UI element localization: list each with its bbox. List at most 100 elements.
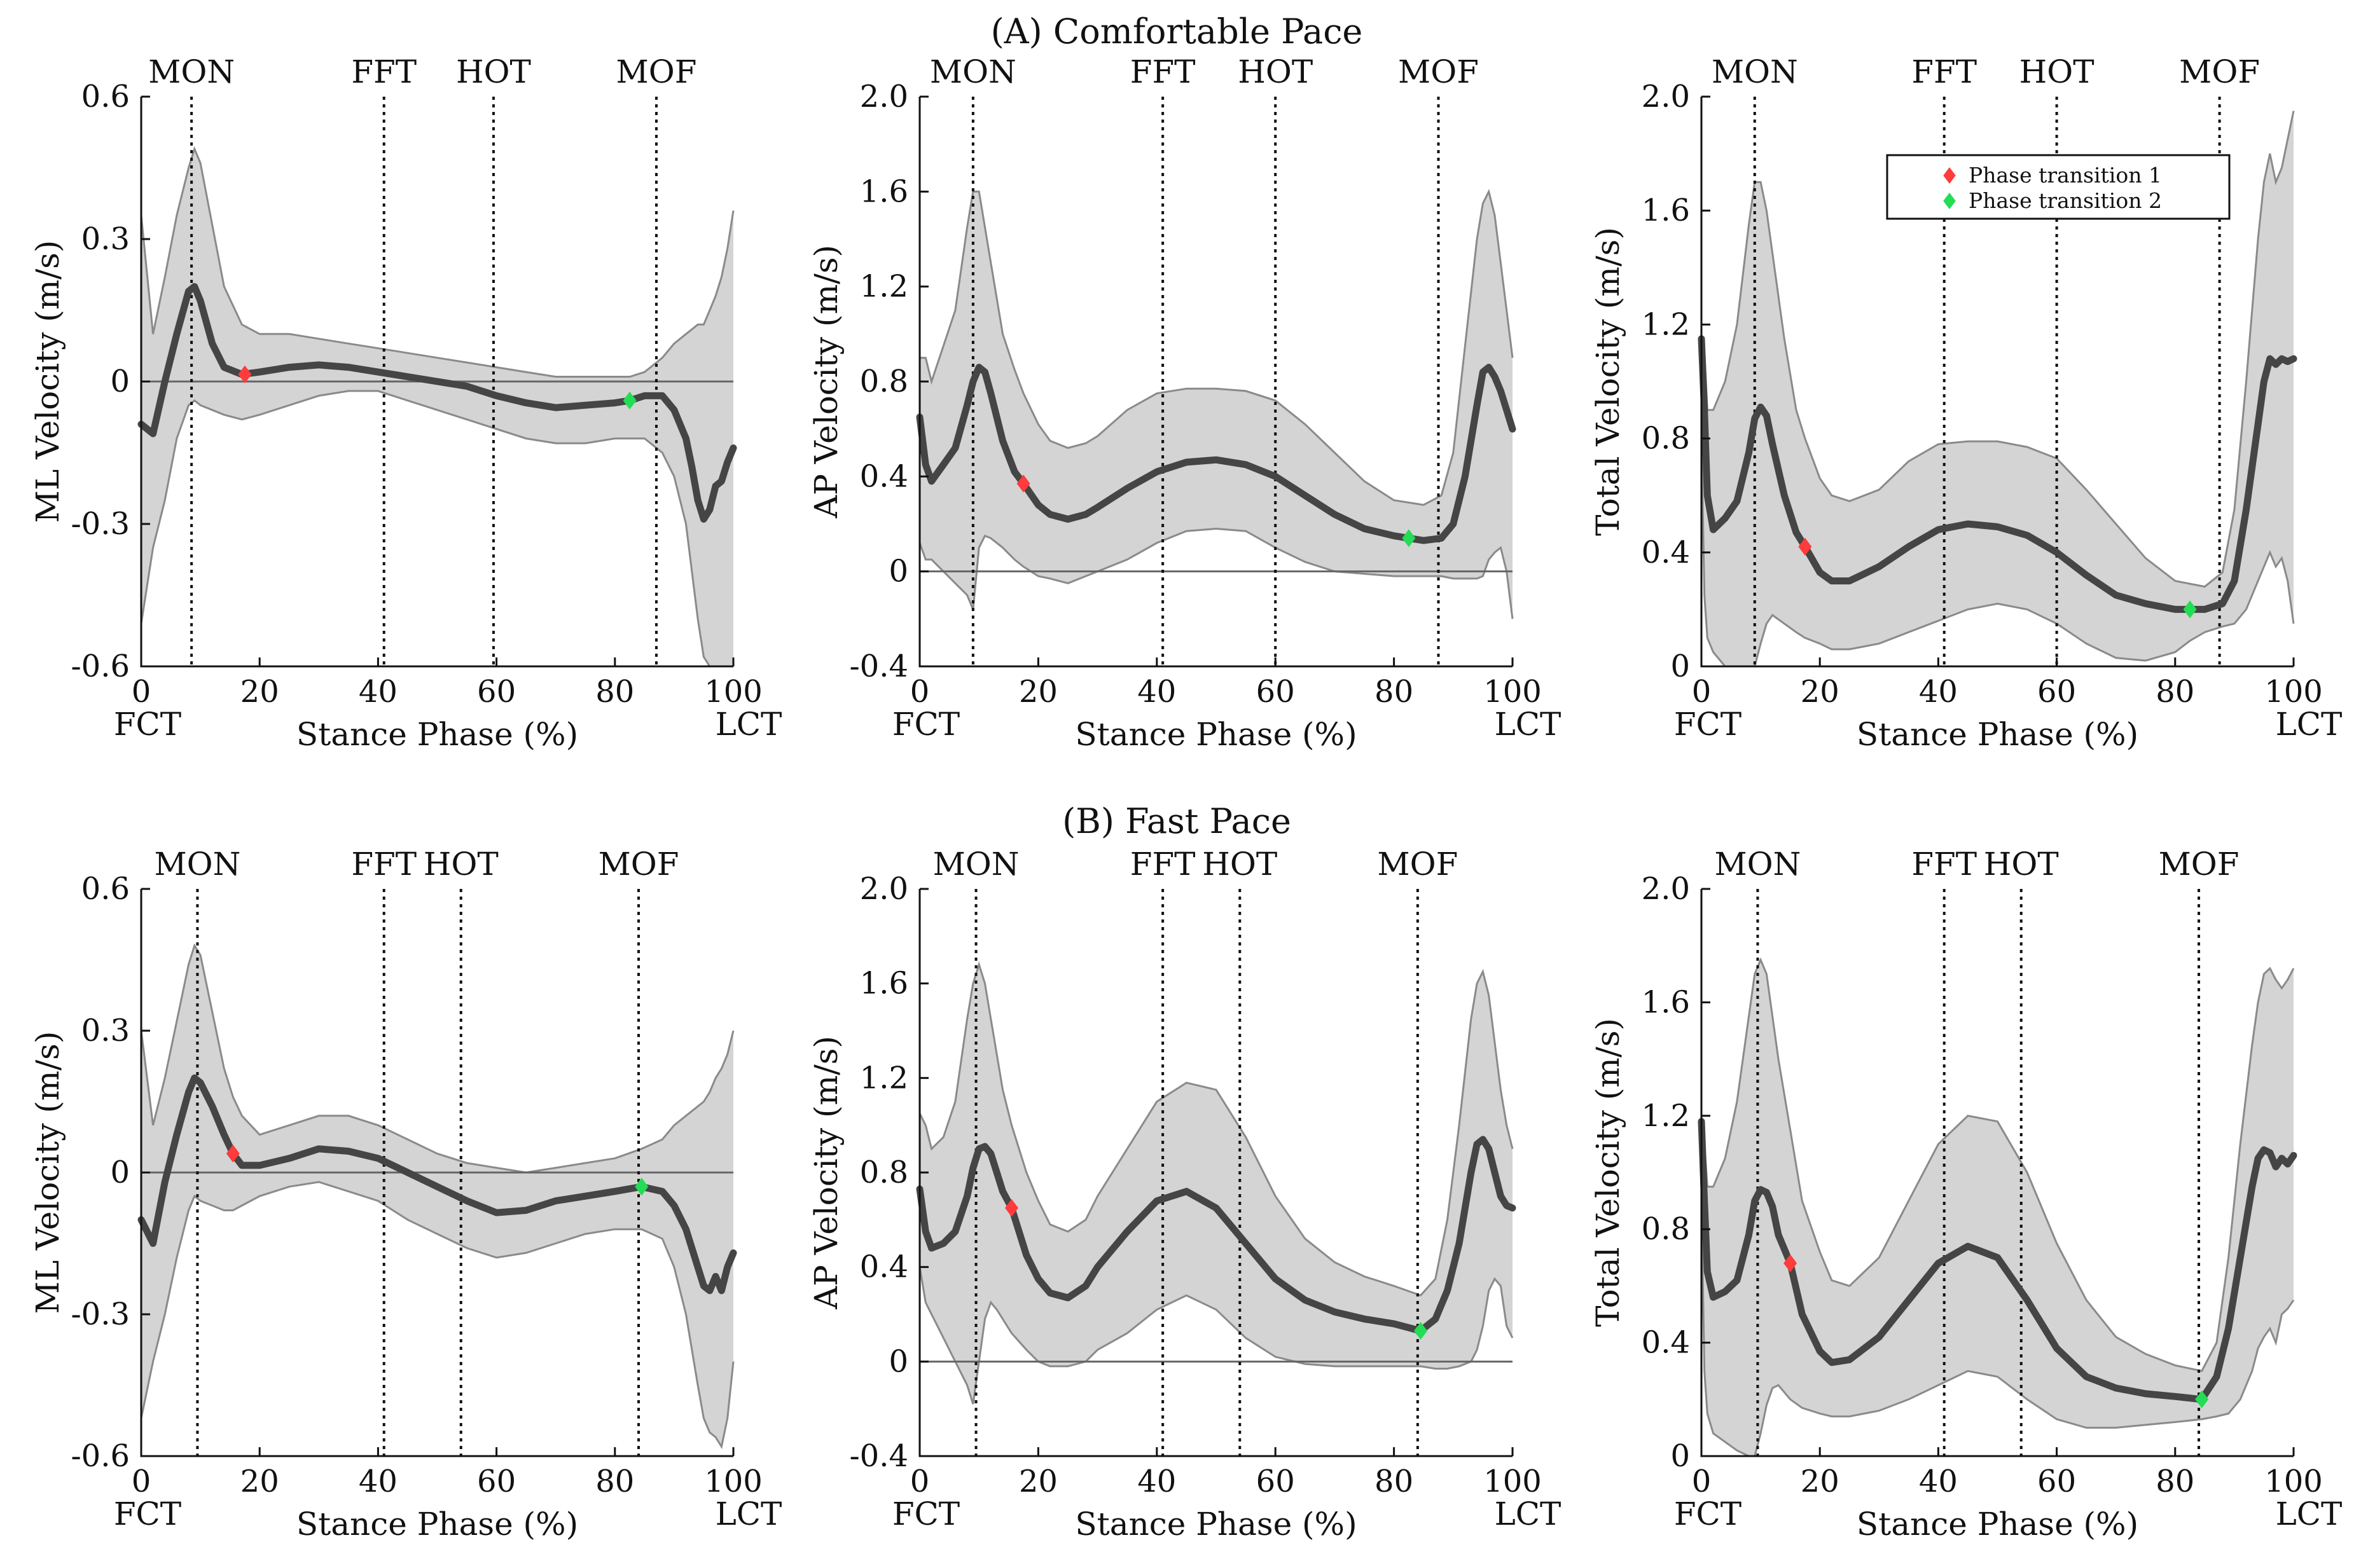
y-tick-label: 1.6	[860, 174, 908, 209]
event-label-mof: MOF	[1398, 53, 1479, 90]
y-tick-label: 0.8	[860, 1155, 908, 1190]
x-tick-label: 100	[2264, 674, 2323, 710]
x-endpoint-label-fct: FCT	[1674, 706, 1741, 743]
y-tick-label: 1.6	[1642, 984, 1690, 1020]
phase-transition-2-marker	[2183, 600, 2197, 619]
x-endpoint-label-fct: FCT	[892, 1496, 960, 1532]
event-label-hot: HOT	[2019, 53, 2094, 90]
x-tick-label: 60	[1256, 674, 1295, 710]
y-tick-label: 1.6	[860, 966, 908, 1001]
x-tick-label: 0	[132, 1464, 151, 1499]
x-tick-label: 40	[1137, 674, 1176, 710]
x-tick-label: 40	[359, 674, 398, 710]
mean-velocity-line	[1698, 1118, 2297, 1403]
x-tick-label: 60	[2037, 1464, 2076, 1499]
x-endpoint-label-lct: LCT	[1495, 1496, 1561, 1532]
phase-transition-2-marker	[623, 391, 637, 409]
x-tick-label: 100	[1483, 1464, 1542, 1499]
x-tick-label: 100	[1483, 674, 1542, 710]
y-tick-label: 0	[1670, 649, 1690, 684]
x-tick-label: 80	[2156, 1464, 2194, 1499]
legend-marker-1	[1943, 167, 1956, 184]
y-tick-label: 0	[110, 1155, 130, 1190]
y-tick-label: 0.6	[81, 871, 130, 907]
x-tick-label: 20	[240, 674, 279, 710]
x-axis-label: Stance Phase (%)	[296, 716, 578, 753]
event-label-mon: MON	[1712, 53, 1798, 90]
std-band-area	[1701, 959, 2294, 1456]
y-tick-label: 1.2	[1642, 1098, 1690, 1134]
phase-transition-2-marker	[635, 1178, 649, 1196]
chart-4: MON FFT HOT MOF 0 20 40 60 80 100 -0.6 -0.3 0 0.3 0.6 F…	[29, 846, 782, 1543]
lower-bound-line	[918, 1267, 1514, 1405]
y-tick-label: 1.6	[1642, 193, 1690, 228]
x-tick-label: 80	[595, 1464, 634, 1499]
x-tick-label: 0	[910, 1464, 930, 1499]
y-axis-label: Total Velocity (m/s)	[1589, 227, 1626, 536]
x-tick-label: 80	[2156, 674, 2194, 710]
x-axis-label: Stance Phase (%)	[1857, 716, 2138, 753]
mean-velocity-line	[916, 1136, 1516, 1335]
phase-transition-2-marker	[2195, 1390, 2209, 1408]
event-label-mof: MOF	[599, 846, 679, 883]
lower-bound-line	[140, 1181, 735, 1450]
panel-title-fast: (B) Fast Pace	[1062, 801, 1291, 841]
legend-label-1: Phase transition 1	[1969, 163, 2162, 188]
event-label-hot: HOT	[1984, 846, 2059, 883]
y-tick-label: 2.0	[860, 871, 908, 907]
phase-transition-1-marker	[226, 1145, 240, 1163]
event-label-mof: MOF	[2159, 846, 2240, 883]
y-tick-label: 2.0	[1642, 79, 1690, 114]
y-tick-label: -0.4	[849, 649, 908, 684]
y-tick-label: 0	[110, 364, 130, 399]
y-tick-label: 0	[889, 554, 908, 589]
event-label-fft: FFT	[1911, 846, 1977, 883]
y-tick-label: 0.3	[81, 1013, 130, 1049]
y-tick-label: 0.4	[1642, 535, 1690, 570]
lower-bound-line	[140, 390, 733, 668]
x-tick-label: 40	[1137, 1464, 1176, 1499]
mean-velocity-line	[137, 1074, 737, 1295]
x-tick-label: 80	[1374, 674, 1413, 710]
y-tick-label: -0.6	[71, 649, 130, 684]
x-tick-label: 80	[1374, 1464, 1413, 1499]
legend-marker-2	[1943, 193, 1956, 209]
y-tick-label: 0.6	[81, 79, 130, 114]
upper-bound-line	[140, 146, 735, 378]
chart-1: MON FFT HOT MOF 0 20 40 60 80 100 -0.6 -0.3 0 0.3 0.6 F…	[29, 53, 782, 753]
event-label-fft: FFT	[351, 53, 417, 90]
mean-velocity-line	[916, 364, 1516, 544]
phase-transition-1-marker	[1798, 537, 1812, 556]
lower-bound-line	[918, 527, 1514, 619]
event-label-fft: FFT	[1130, 53, 1196, 90]
event-label-hot: HOT	[1202, 846, 1277, 883]
y-tick-label: 2.0	[1642, 871, 1690, 907]
phase-transition-1-marker	[1783, 1254, 1797, 1272]
x-endpoint-label-fct: FCT	[892, 706, 960, 743]
event-label-mon: MON	[930, 53, 1016, 90]
x-tick-label: 40	[1919, 1464, 1958, 1499]
y-tick-label: 0.4	[860, 458, 908, 494]
y-axis-label: AP Velocity (m/s)	[808, 245, 845, 519]
y-tick-label: 2.0	[860, 79, 908, 114]
x-tick-label: 100	[2264, 1464, 2323, 1499]
std-band-area	[920, 191, 1513, 619]
event-label-hot: HOT	[1238, 53, 1313, 90]
y-tick-label: 0.8	[1642, 1211, 1690, 1247]
y-tick-label: 0	[889, 1344, 908, 1379]
y-tick-label: 0.8	[860, 364, 908, 399]
y-tick-label: 0.4	[1642, 1325, 1690, 1361]
x-tick-label: 40	[359, 1464, 398, 1499]
x-endpoint-label-lct: LCT	[1495, 706, 1561, 743]
x-tick-label: 20	[1801, 1464, 1839, 1499]
x-tick-label: 100	[704, 1464, 763, 1499]
x-tick-label: 60	[1256, 1464, 1295, 1499]
x-tick-label: 20	[1019, 674, 1058, 710]
x-tick-label: 20	[240, 1464, 279, 1499]
x-tick-label: 40	[1919, 674, 1958, 710]
x-axis-label: Stance Phase (%)	[296, 1506, 578, 1543]
